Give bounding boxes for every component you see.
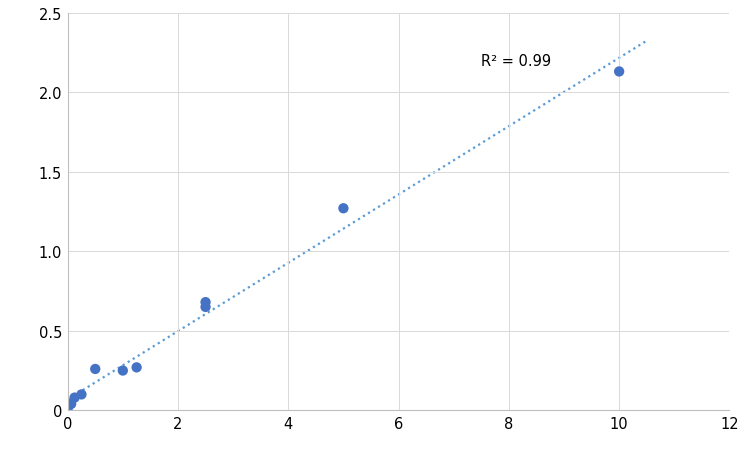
Point [65,400,77,408]
Point [199,304,211,311]
Point [131,364,143,371]
Text: R² = 0.99: R² = 0.99 [481,54,551,69]
Point [62,407,74,414]
Point [75,391,87,398]
Point [613,69,625,76]
Point [68,394,80,401]
Point [117,367,129,374]
Point [338,205,350,212]
Point [199,299,211,306]
Point [89,365,102,373]
